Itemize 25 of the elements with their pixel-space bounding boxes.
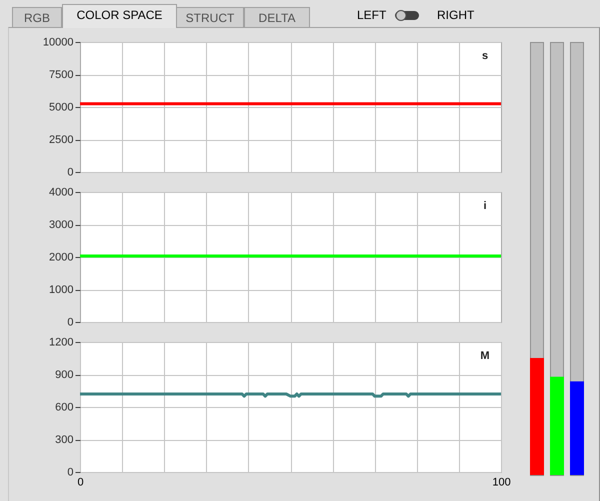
y-tick-label: 3000 [49, 219, 74, 231]
y-tick-label: 10000 [42, 36, 74, 48]
annotation: M [480, 350, 490, 362]
y-tick-label: 7500 [49, 69, 74, 81]
y-tick-label: 0 [67, 166, 74, 178]
text: LEFT [357, 8, 386, 22]
y-tick-label: 0 [67, 316, 74, 328]
text: RGB [12, 7, 62, 27]
y-tick-label: 600 [55, 402, 74, 414]
y-tick-label: 900 [55, 369, 74, 381]
y-tick-label: 300 [55, 434, 74, 446]
text: STRUCT [176, 7, 244, 27]
y-tick-label: 2500 [49, 134, 74, 146]
y-tick-label: 4000 [49, 186, 74, 198]
text: RIGHT [437, 8, 474, 22]
y-tick-label: 1000 [49, 284, 74, 296]
x-tick-label: 100 [492, 476, 511, 488]
annotation: s [482, 50, 488, 62]
annotation: i [483, 200, 487, 212]
text: COLOR SPACE [62, 4, 177, 28]
y-tick-label: 2000 [49, 252, 74, 264]
y-tick-label: 5000 [49, 102, 74, 114]
y-tick-label: 1200 [49, 336, 74, 348]
text: DELTA [244, 7, 310, 27]
y-tick-label: 0 [67, 466, 74, 478]
